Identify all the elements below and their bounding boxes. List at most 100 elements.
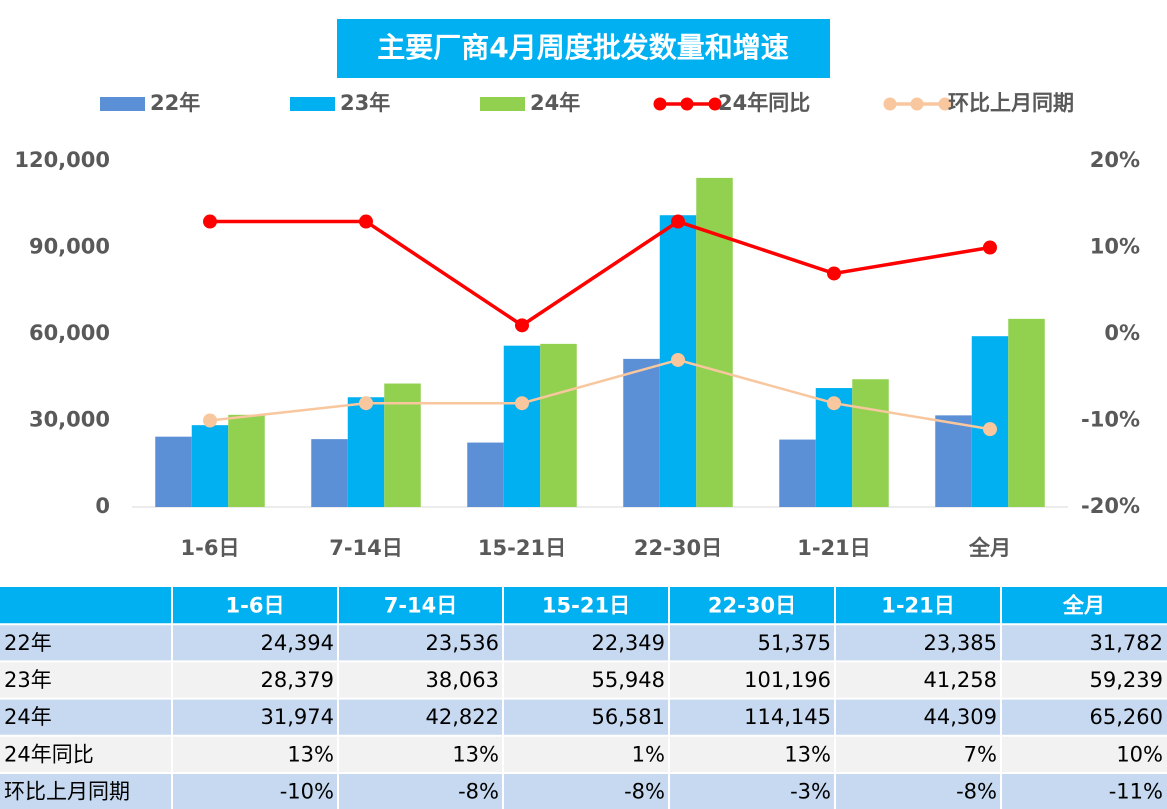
line-marker [203,214,217,229]
line-marker [515,318,529,333]
line [210,219,991,328]
bar [467,442,504,507]
bar [503,345,541,507]
bar [623,358,660,507]
bar [540,343,577,507]
table-cell: 114,145 [744,705,831,729]
line-marker [515,396,529,411]
bar [228,414,265,507]
y-tick-label: 60,000 [29,321,110,345]
table-cell: 7% [964,742,997,766]
table-row-label: 22年 [4,631,52,655]
table-cell: 31,782 [1090,631,1163,655]
y2-tick-label: 20% [1090,148,1140,172]
bar [155,436,192,507]
table-cell: 65,260 [1090,705,1163,729]
title-box [337,19,830,78]
table-cell: 23,385 [924,631,997,655]
bar [1008,318,1045,507]
line-marker [359,214,373,229]
table-row-bg [0,661,1167,699]
table-cell: 22,349 [592,631,665,655]
bar [347,397,385,507]
table-cell: 56,581 [592,705,665,729]
bar [191,425,229,507]
table-cell: -8% [458,780,499,804]
x-tick-label: 7-14日 [329,536,403,560]
y2-tick-label: -20% [1081,494,1140,518]
table-row-label: 24年 [4,705,52,729]
legend-label: 22年 [150,91,200,115]
chart-title: 主要厂商4月周度批发数量和增速 [377,31,788,64]
y2-tick-label: 0% [1104,321,1140,345]
line-marker [827,396,841,411]
y2-tick-label: 10% [1090,235,1140,259]
table-header-cell: 1-21日 [881,594,955,618]
line-marker [827,266,841,281]
table-cell: 13% [452,742,499,766]
table-cell: 51,375 [758,631,831,655]
line-marker [671,352,685,367]
line [209,358,991,431]
x-tick-label: 22-30日 [634,536,722,560]
y-tick-label: 30,000 [29,408,110,432]
table-row-bg [0,773,1167,809]
line-marker [983,240,997,255]
x-tick-label: 1-21日 [797,536,871,560]
table-cell: 13% [784,742,831,766]
table-header-cell: 7-14日 [384,594,458,618]
table-cell: 38,063 [426,668,499,692]
bar [971,336,1009,507]
table-header-cell: 15-21日 [542,594,630,618]
line-marker [983,422,997,437]
legend-label: 24年同比 [718,91,810,115]
table-cell: 41,258 [924,668,997,692]
table-cell: 31,974 [261,705,334,729]
table-cell: -8% [956,780,997,804]
legend-label: 环比上月同期 [948,91,1074,115]
legend-marker [910,97,924,111]
table-cell: 101,196 [744,668,831,692]
line-marker [671,214,685,229]
y2-tick-label: -10% [1081,408,1140,432]
y-tick-label: 120,000 [14,148,110,172]
line-marker [359,396,373,411]
x-tick-label: 15-21日 [478,536,566,560]
legend-swatch [290,97,335,111]
table-cell: 10% [1116,742,1163,766]
table-row-bg [0,698,1167,736]
bar [696,177,733,508]
table-row-label: 24年同比 [4,742,94,766]
bar [852,379,889,507]
table-cell: -3% [790,780,831,804]
table-row-bg [0,735,1167,773]
x-tick-label: 1-6日 [181,536,240,560]
table-cell: 1% [632,742,665,766]
table-cell: 13% [287,742,334,766]
x-tick-label: 全月 [968,536,1011,560]
legend-swatch [480,97,525,111]
legend-marker [708,97,722,111]
bar [935,415,972,507]
table-header-cell: 1-6日 [226,594,285,618]
table-cell: -10% [280,780,334,804]
table-row-label: 23年 [4,668,52,692]
table-header-cell: 全月 [1062,594,1105,618]
legend-marker [938,97,952,111]
table-cell: 24,394 [261,631,334,655]
bar [311,439,348,507]
bar [779,439,816,507]
legend-marker [680,97,694,111]
legend-label: 23年 [340,91,390,115]
table-header-bg [0,587,1167,625]
legend-marker [653,97,667,111]
table-cell: 59,239 [1090,668,1163,692]
table-cell: 42,822 [426,705,499,729]
table-cell: 28,379 [261,668,334,692]
table-cell: 55,948 [592,668,665,692]
table-row-label: 环比上月同期 [4,780,130,804]
line-marker [203,413,217,428]
table-cell: -11% [1109,780,1163,804]
